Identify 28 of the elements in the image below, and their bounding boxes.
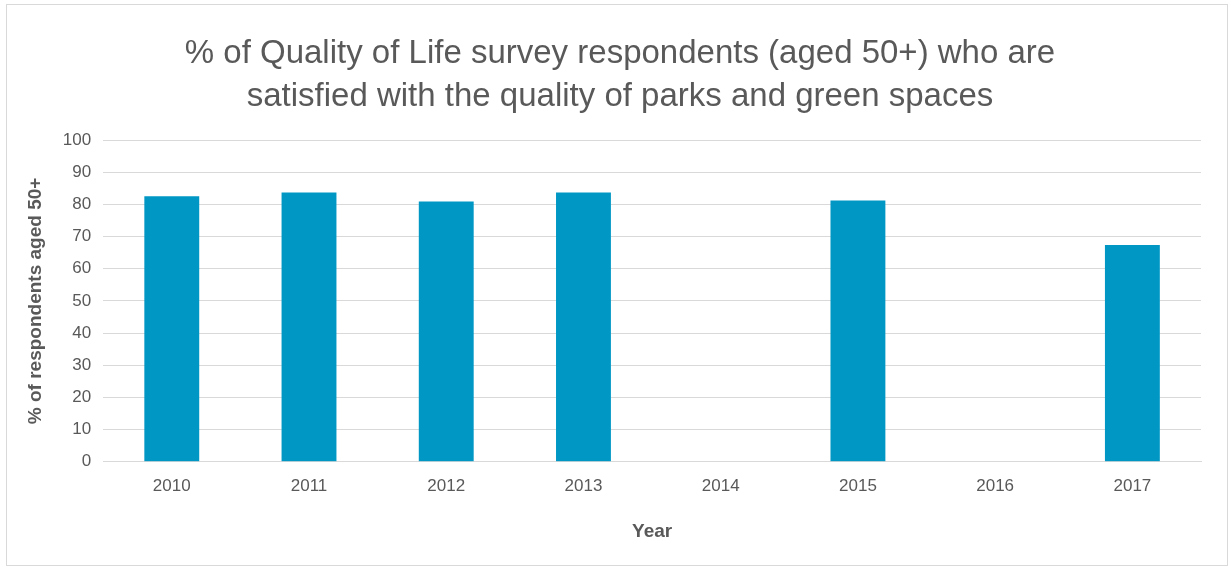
x-axis-title: Year (632, 519, 673, 541)
y-tick-label: 70 (72, 226, 92, 246)
bar (144, 196, 200, 462)
x-tick-label: 2015 (839, 475, 877, 495)
y-tick-label: 80 (72, 194, 92, 214)
y-tick-label: 90 (72, 161, 92, 181)
x-tick-label: 2013 (564, 475, 603, 495)
y-axis-title: % of respondents aged 50+ (23, 177, 45, 425)
y-tick-label: 50 (72, 290, 92, 310)
bar (556, 192, 611, 462)
x-tick-label: 2011 (290, 475, 328, 495)
x-tick-label: 2010 (152, 475, 191, 495)
bar (281, 192, 337, 462)
y-tick-label: 20 (72, 387, 92, 407)
bar (830, 200, 886, 462)
chart-title: % of Quality of Life survey respondents (aged 50+) who are satisfied with the quality of parks and green spaces (183, 32, 1057, 115)
y-tick-label: 40 (72, 322, 92, 342)
y-tick-label: 100 (62, 129, 92, 149)
y-tick-label: 30 (72, 354, 92, 374)
x-tick-label: 2014 (701, 475, 740, 495)
y-tick-label: 0 (81, 451, 92, 471)
x-tick-label: 2017 (1113, 475, 1152, 495)
bar (418, 201, 474, 462)
y-tick-label: 10 (72, 419, 92, 439)
bar (1104, 244, 1160, 462)
x-tick-label: 2012 (427, 475, 466, 495)
y-tick-label: 60 (72, 258, 92, 278)
x-tick-label: 2016 (976, 475, 1015, 495)
